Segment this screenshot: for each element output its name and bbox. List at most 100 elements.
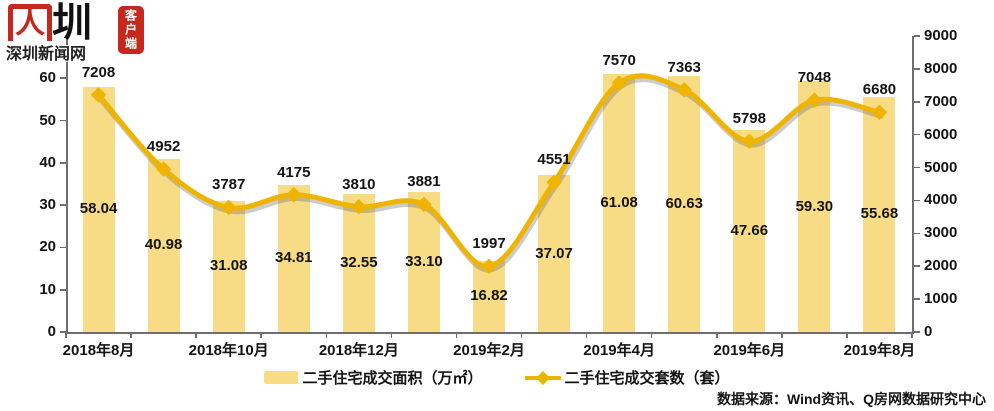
left-axis-line <box>66 36 68 332</box>
left-axis-tick-label: 10 <box>39 280 56 298</box>
x-axis-tick <box>715 332 718 338</box>
bar-value-label: 60.63 <box>665 194 703 212</box>
x-axis-tick <box>846 332 848 338</box>
x-axis-tick <box>781 332 783 338</box>
right-axis-tick-label: 4000 <box>924 191 958 209</box>
x-axis-tick <box>195 332 197 338</box>
line-point-label: 3787 <box>212 176 246 194</box>
x-axis-tick <box>520 332 523 338</box>
legend-label-area: 二手住宅成交面积（万㎡） <box>302 370 483 387</box>
logo-mark: 人 圳 <box>8 1 92 45</box>
x-axis-label: 2018年10月 <box>188 342 269 359</box>
shenzhen-news-logo: 人 圳 深圳新闻网 客户端 <box>6 1 156 63</box>
left-axis-tick <box>60 288 66 291</box>
line-point-label: 7570 <box>602 52 636 70</box>
x-axis-tick <box>130 332 132 338</box>
line-point-label: 7363 <box>667 58 701 76</box>
bar-value-label: 37.07 <box>535 244 573 262</box>
line-point-label: 3881 <box>407 173 441 191</box>
left-axis-tick-label: 0 <box>47 323 56 340</box>
bar-value-label: 55.68 <box>860 205 899 223</box>
line-point-label: 3810 <box>342 175 376 193</box>
x-axis-tick <box>260 332 263 338</box>
left-axis-tick <box>60 331 66 333</box>
line-point-label: 4175 <box>277 163 311 181</box>
x-axis-tick <box>325 332 328 338</box>
line-point-label: 7208 <box>81 63 116 81</box>
x-axis-tick <box>585 332 588 338</box>
line-point-label: 1997 <box>472 235 506 253</box>
left-axis-tick-label: 50 <box>39 111 56 129</box>
line-point-label: 4551 <box>537 151 571 169</box>
right-axis-tick-label: 3000 <box>924 224 958 242</box>
bar-value-label: 40.98 <box>144 236 183 254</box>
bar-value-label: 58.04 <box>79 200 118 218</box>
right-axis-tick-label: 6000 <box>924 125 958 143</box>
left-axis-tick <box>60 77 66 80</box>
right-axis-tick <box>913 298 920 300</box>
right-axis-tick <box>913 133 920 136</box>
x-axis-tick <box>911 332 913 338</box>
left-axis-tick <box>60 162 66 164</box>
bar-value-label: 33.10 <box>405 253 443 271</box>
right-axis-tick-label: 9000 <box>924 27 958 44</box>
legend-item-units: 二手住宅成交套数（套） <box>524 367 730 388</box>
line-point-label: 4952 <box>146 138 181 156</box>
right-axis-tick-label: 5000 <box>924 158 958 176</box>
left-axis-tick <box>60 204 66 206</box>
logo-mark-black-glyph: 圳 <box>52 1 92 45</box>
right-axis-tick <box>913 35 920 37</box>
right-axis-tick <box>913 265 920 268</box>
left-axis-tick <box>60 119 66 122</box>
bar-value-label: 34.81 <box>274 249 313 267</box>
bar-value-label: 61.08 <box>600 193 638 211</box>
legend-label-units: 二手住宅成交套数（套） <box>564 370 730 387</box>
x-axis-tick <box>65 332 67 338</box>
left-axis-tick-label: 20 <box>39 238 56 256</box>
right-axis-tick-label: 0 <box>924 323 933 340</box>
right-axis-tick <box>913 199 920 202</box>
right-axis-tick-label: 7000 <box>924 92 958 110</box>
diamond-marker-swatch <box>535 370 550 385</box>
right-axis-tick <box>913 166 920 169</box>
left-axis-tick-label: 40 <box>39 153 56 171</box>
x-axis-label: 2019年4月 <box>583 342 655 359</box>
left-axis-tick-label: 60 <box>39 69 56 87</box>
logo-client-badge: 客户端 <box>118 6 144 54</box>
x-axis-tick <box>650 332 653 338</box>
x-axis-tick <box>390 332 393 338</box>
bar-swatch <box>264 371 299 384</box>
bar-value-label: 47.66 <box>730 222 769 240</box>
x-axis-tick <box>455 332 458 338</box>
x-axis-line <box>66 332 914 334</box>
right-axis-tick <box>913 100 920 103</box>
x-axis-label: 2019年8月 <box>843 342 916 359</box>
line-point-label: 5798 <box>732 110 766 128</box>
bar-value-label: 31.08 <box>209 257 248 275</box>
x-axis-label: 2018年8月 <box>62 342 135 359</box>
right-axis-tick <box>913 232 920 235</box>
left-axis-tick-label: 30 <box>39 196 56 214</box>
right-axis-tick <box>913 68 920 70</box>
right-axis-tick <box>913 331 920 333</box>
right-axis-tick-label: 2000 <box>924 257 958 275</box>
right-axis-tick-label: 1000 <box>924 290 958 308</box>
logo-site-name: 深圳新闻网 <box>6 46 87 63</box>
bar-value-label: 16.82 <box>470 287 508 305</box>
bar-value-label: 32.55 <box>340 254 378 272</box>
chart-legend: 二手住宅成交面积（万㎡） 二手住宅成交套数（套） <box>0 367 994 388</box>
x-axis-label: 2019年2月 <box>453 342 525 359</box>
line-point-label: 6680 <box>862 81 897 99</box>
x-axis-label: 2019年6月 <box>713 342 786 359</box>
x-axis-label: 2018年12月 <box>318 342 399 359</box>
left-axis-tick <box>60 246 66 249</box>
line-diamond-swatch <box>524 370 561 385</box>
legend-item-area: 二手住宅成交面积（万㎡） <box>264 367 483 388</box>
right-axis-line <box>912 36 914 332</box>
line-point-label: 7048 <box>797 69 832 87</box>
logo-mark-red-glyph: 人 <box>8 4 52 41</box>
right-axis-tick-label: 8000 <box>924 59 958 77</box>
data-source-note: 数据来源：Wind资讯、Q房网数据研究中心 <box>717 391 986 407</box>
